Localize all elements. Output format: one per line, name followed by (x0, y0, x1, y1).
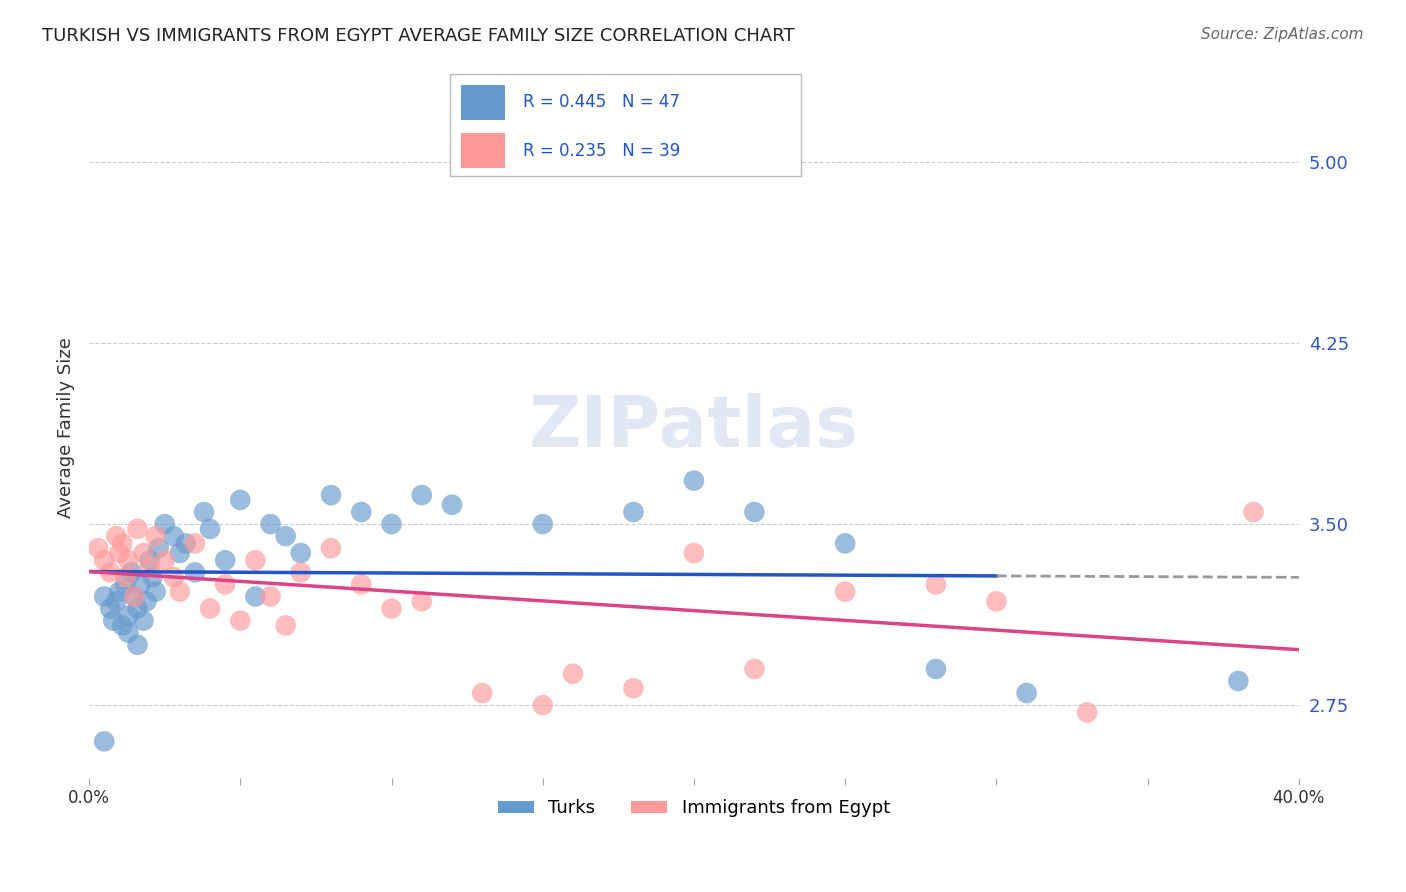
Point (562, 666, 585, 681)
Point (135, 594, 157, 608)
Point (193, 505, 215, 519)
Point (111, 618, 134, 632)
Point (93, 553, 115, 567)
Point (105, 594, 128, 608)
Point (259, 517, 281, 532)
Point (319, 541, 342, 556)
Point (380, 517, 402, 532)
Point (142, 570, 165, 584)
Point (184, 536, 207, 550)
Point (1227, 673, 1250, 688)
Point (290, 566, 312, 580)
Point (350, 505, 373, 519)
Point (108, 584, 131, 599)
Text: TURKISH VS IMMIGRANTS FROM EGYPT AVERAGE FAMILY SIZE CORRELATION CHART: TURKISH VS IMMIGRANTS FROM EGYPT AVERAGE… (42, 27, 794, 45)
Point (1243, 505, 1265, 519)
Point (198, 522, 221, 536)
Point (153, 553, 176, 567)
Point (925, 577, 948, 591)
Point (834, 584, 856, 599)
Point (93, 734, 115, 748)
Point (98, 566, 121, 580)
Point (229, 492, 252, 507)
Point (153, 517, 176, 532)
Point (531, 517, 554, 532)
Point (169, 584, 191, 599)
Point (138, 560, 160, 574)
Point (350, 577, 373, 591)
Point (124, 590, 146, 604)
Point (925, 662, 948, 676)
Point (114, 570, 136, 584)
Y-axis label: Average Family Size: Average Family Size (58, 337, 75, 518)
Point (290, 546, 312, 560)
Point (108, 546, 131, 560)
Point (98, 601, 121, 615)
Point (274, 529, 297, 543)
Text: Source: ZipAtlas.com: Source: ZipAtlas.com (1201, 27, 1364, 42)
Point (132, 614, 155, 628)
Point (623, 681, 645, 696)
Point (319, 488, 342, 502)
Point (129, 577, 152, 591)
Point (744, 662, 766, 676)
Point (623, 505, 645, 519)
Point (163, 529, 186, 543)
FancyBboxPatch shape (450, 73, 801, 177)
Point (117, 608, 139, 623)
Point (132, 546, 155, 560)
Point (198, 601, 221, 615)
Point (169, 546, 191, 560)
Point (986, 594, 1008, 608)
Point (114, 577, 136, 591)
Point (127, 638, 149, 652)
Point (440, 498, 463, 512)
Point (145, 529, 167, 543)
Point (683, 474, 706, 488)
Point (87, 541, 110, 556)
Text: ZIPatlas: ZIPatlas (529, 393, 859, 462)
Point (259, 590, 281, 604)
Point (93, 590, 115, 604)
Point (744, 505, 766, 519)
Point (411, 594, 433, 608)
Point (103, 614, 125, 628)
Point (229, 614, 252, 628)
Point (148, 541, 170, 556)
Point (274, 618, 297, 632)
Point (1015, 686, 1038, 700)
Point (138, 553, 160, 567)
Point (531, 698, 554, 713)
Point (245, 590, 267, 604)
Point (124, 590, 146, 604)
Point (120, 566, 142, 580)
Point (163, 570, 186, 584)
Point (411, 488, 433, 502)
Point (174, 536, 197, 550)
Point (471, 686, 494, 700)
Point (184, 566, 207, 580)
FancyBboxPatch shape (461, 86, 505, 120)
Text: R = 0.235   N = 39: R = 0.235 N = 39 (523, 142, 681, 160)
Point (127, 601, 149, 615)
Text: R = 0.445   N = 47: R = 0.445 N = 47 (523, 94, 681, 112)
FancyBboxPatch shape (461, 134, 505, 168)
Point (145, 584, 167, 599)
Point (1076, 706, 1098, 720)
Point (214, 577, 236, 591)
Point (214, 553, 236, 567)
Legend: Turks, Immigrants from Egypt: Turks, Immigrants from Egypt (491, 792, 897, 824)
Point (117, 553, 139, 567)
Point (117, 625, 139, 640)
Point (127, 522, 149, 536)
Point (683, 546, 706, 560)
Point (245, 553, 267, 567)
Point (834, 536, 856, 550)
Point (105, 529, 128, 543)
Point (380, 601, 402, 615)
Point (111, 536, 134, 550)
